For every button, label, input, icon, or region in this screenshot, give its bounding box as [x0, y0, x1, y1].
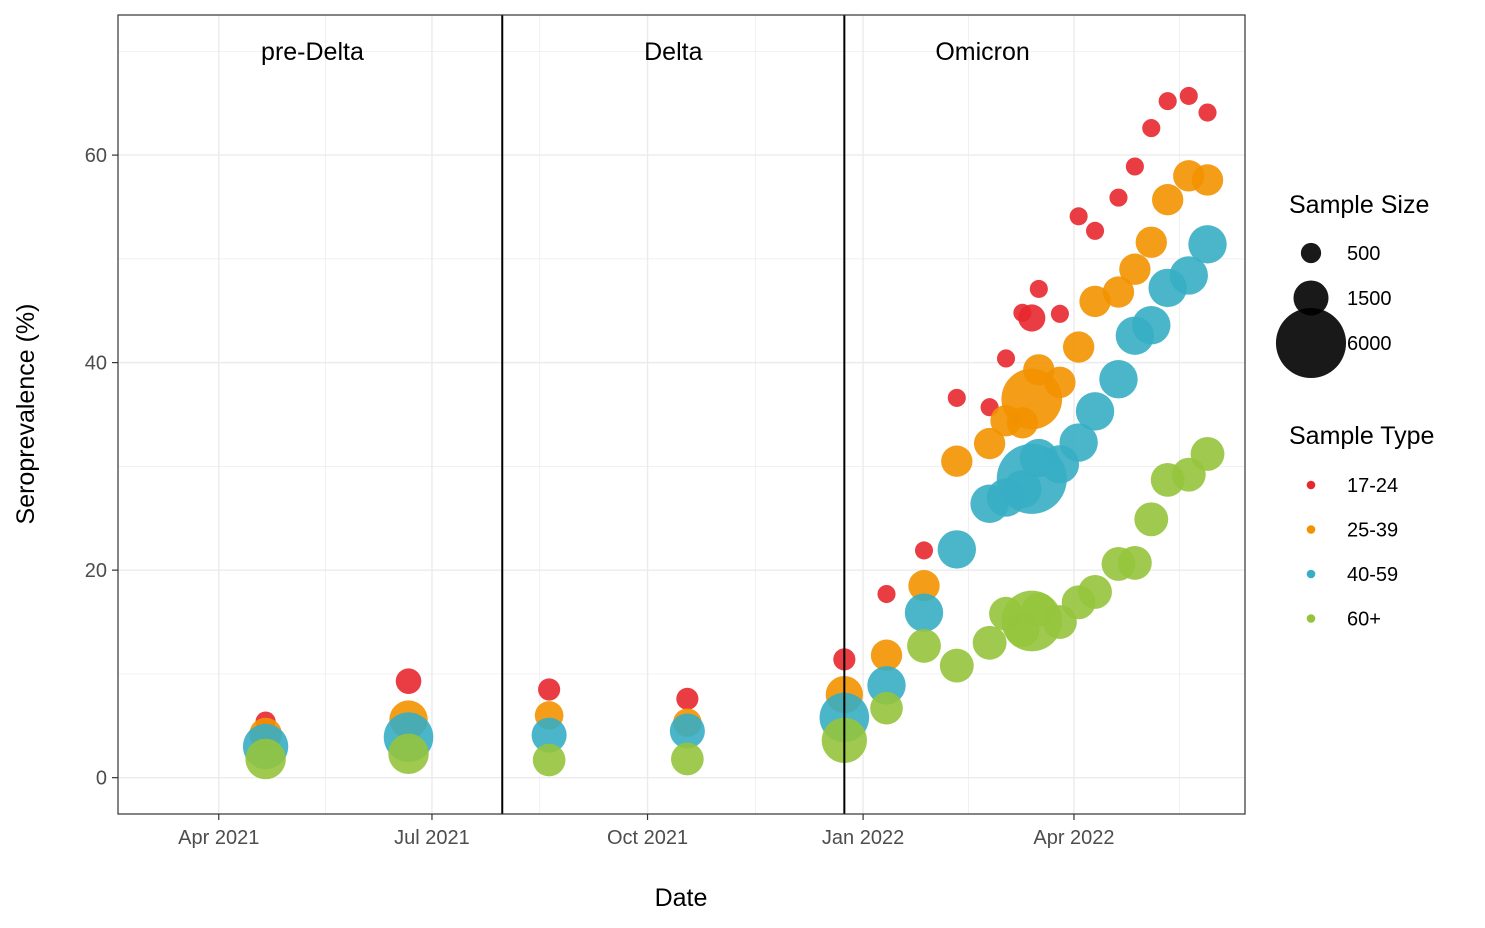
data-point-17-24 [1069, 207, 1088, 226]
data-point-60+ [870, 691, 903, 725]
legend-size-label: 6000 [1347, 333, 1392, 355]
data-point-17-24 [1179, 86, 1198, 105]
legend-size-key [1275, 307, 1347, 379]
data-point-40-59 [1075, 392, 1115, 431]
legend-color-label: 17-24 [1347, 475, 1398, 497]
y-axis-title: Seroprevalence (%) [12, 304, 40, 525]
legend-sample-type: Sample Type 17-24 25-39 40-59 60+ [1289, 422, 1434, 631]
data-point-40-59 [669, 713, 705, 749]
data-point-40-59 [531, 717, 567, 753]
data-point-25-39 [973, 427, 1006, 460]
data-point-17-24 [1158, 92, 1177, 111]
data-point-60+ [532, 743, 566, 777]
y-axis: 0 20 40 60 [85, 145, 118, 790]
data-point-17-24 [1109, 188, 1128, 207]
period-labels: pre-Delta Delta Omicron [261, 38, 1030, 66]
y-tick-label: 40 [85, 353, 107, 375]
major-grid [118, 15, 1245, 814]
legend-color-label: 25-39 [1347, 520, 1398, 542]
data-point-17-24 [538, 678, 561, 701]
data-point-25-39 [1102, 276, 1135, 308]
data-point-60+ [1117, 545, 1152, 580]
data-point-17-24 [877, 584, 896, 604]
y-tick-label: 0 [96, 768, 107, 790]
legend-color-key [1306, 525, 1316, 534]
data-point-40-59 [1188, 225, 1227, 264]
x-axis: Apr 2021 Jul 2021 Oct 2021 Jan 2022 Apr 2022 [178, 814, 1115, 849]
data-points [242, 86, 1227, 780]
legend-title-sample-size: Sample Size [1289, 191, 1429, 219]
period-label: pre-Delta [261, 38, 364, 66]
data-point-17-24 [996, 349, 1016, 368]
data-point-17-24 [1050, 304, 1069, 323]
x-tick-label: Jul 2021 [394, 827, 470, 849]
data-point-17-24 [1198, 103, 1217, 122]
data-point-25-39 [1044, 366, 1076, 399]
data-point-60+ [388, 733, 429, 775]
legend-color-key [1306, 569, 1316, 579]
y-tick-label: 20 [85, 560, 107, 582]
data-point-60+ [907, 628, 941, 663]
data-point-60+ [1134, 502, 1169, 537]
legend-size-key [1293, 280, 1329, 316]
legend-color-key [1306, 480, 1316, 490]
data-point-60+ [972, 625, 1007, 660]
data-point-40-59 [1132, 306, 1171, 345]
data-point-17-24 [947, 388, 966, 407]
data-point-17-24 [676, 687, 699, 710]
x-tick-label: Apr 2022 [1033, 827, 1114, 849]
legend-size-label: 1500 [1347, 288, 1392, 310]
data-point-40-59 [937, 530, 977, 569]
legend-color-key [1306, 614, 1316, 623]
legend-size-label: 500 [1347, 243, 1380, 265]
data-point-40-59 [904, 593, 944, 632]
data-point-25-39 [870, 639, 903, 671]
period-boundaries [501, 15, 846, 814]
data-point-25-39 [1119, 253, 1151, 285]
period-label: Delta [644, 38, 702, 66]
data-point-25-39 [1152, 184, 1184, 216]
data-point-40-59 [1059, 423, 1098, 462]
data-point-17-24 [1085, 221, 1105, 240]
data-point-60+ [939, 648, 974, 683]
data-point-17-24 [1018, 304, 1046, 332]
data-point-60+ [245, 738, 286, 780]
x-tick-label: Oct 2021 [607, 827, 688, 849]
y-tick-label: 60 [85, 145, 107, 167]
data-point-17-24 [914, 541, 934, 560]
legend-sample-size: Sample Size 500 1500 6000 [1275, 191, 1429, 379]
data-point-60+ [1078, 575, 1112, 609]
data-point-60+ [1190, 436, 1225, 471]
data-point-17-24 [1029, 279, 1048, 298]
x-tick-label: Apr 2021 [178, 827, 259, 849]
data-point-25-39 [1062, 331, 1095, 363]
data-point-17-24 [1125, 157, 1144, 176]
x-axis-title: Date [655, 884, 708, 912]
data-point-25-39 [908, 570, 940, 602]
legend-color-label: 40-59 [1347, 564, 1398, 586]
period-label: Omicron [935, 38, 1029, 66]
plot-panel-border [117, 14, 1246, 815]
legend-size-key [1300, 242, 1322, 264]
minor-grid [118, 15, 1245, 814]
legend-title-sample-type: Sample Type [1289, 422, 1434, 450]
data-point-25-39 [941, 445, 973, 477]
data-point-25-39 [1191, 164, 1224, 196]
data-point-60+ [671, 742, 704, 776]
data-point-40-59 [867, 666, 906, 705]
data-point-25-39 [1135, 226, 1167, 258]
x-tick-label: Jan 2022 [822, 827, 904, 849]
data-point-17-24 [1142, 119, 1161, 138]
data-point-40-59 [1099, 360, 1138, 399]
data-point-17-24 [395, 668, 422, 694]
data-point-40-59 [1169, 256, 1208, 295]
legend-color-label: 60+ [1347, 609, 1381, 631]
